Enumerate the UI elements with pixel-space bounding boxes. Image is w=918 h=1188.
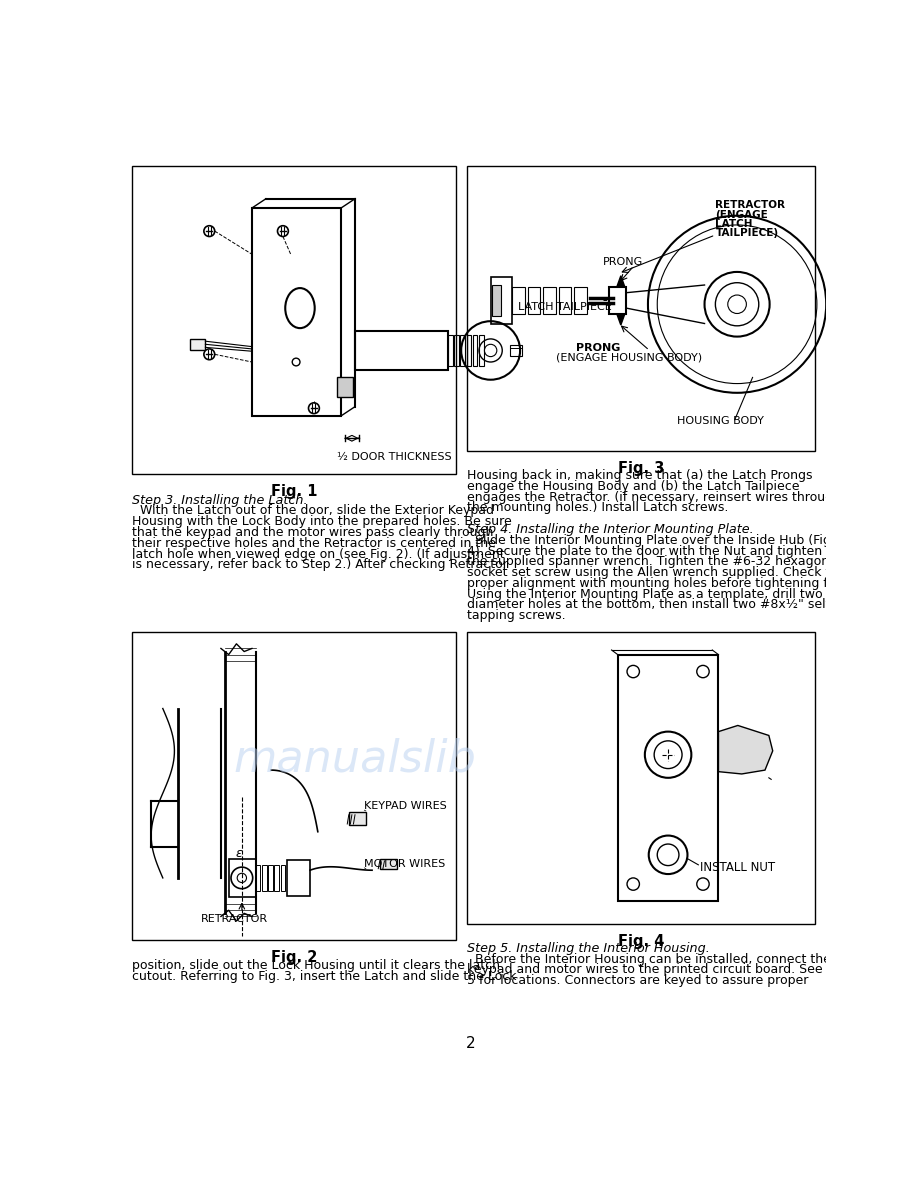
Bar bbox=[512, 286, 525, 315]
Text: LATCH: LATCH bbox=[715, 219, 753, 229]
Text: that the keypad and the motor wires pass clearly through: that the keypad and the motor wires pass… bbox=[132, 526, 493, 539]
Text: cutout. Referring to Fig. 3, insert the Latch and slide the Lock: cutout. Referring to Fig. 3, insert the … bbox=[132, 969, 516, 982]
Bar bbox=[543, 286, 555, 315]
Bar bbox=[510, 345, 521, 356]
Bar bbox=[492, 285, 501, 316]
Bar bbox=[575, 286, 587, 315]
Text: Slide the Interior Mounting Plate over the Inside Hub (Fig.: Slide the Interior Mounting Plate over t… bbox=[467, 533, 835, 546]
Bar bbox=[467, 632, 814, 924]
Text: MOTOR WIRES: MOTOR WIRES bbox=[364, 859, 445, 870]
Bar bbox=[274, 865, 279, 891]
Bar bbox=[132, 632, 455, 940]
Polygon shape bbox=[617, 276, 625, 286]
Bar bbox=[479, 335, 484, 366]
Text: Housing back in, making sure that (a) the Latch Prongs: Housing back in, making sure that (a) th… bbox=[467, 469, 812, 482]
Text: RETRACTOR: RETRACTOR bbox=[715, 201, 786, 210]
Text: ½ DOOR THICKNESS: ½ DOOR THICKNESS bbox=[337, 453, 452, 462]
Text: their respective holes and the Retractor is centered in the: their respective holes and the Retractor… bbox=[132, 537, 496, 550]
Bar bbox=[454, 335, 459, 366]
Text: 2: 2 bbox=[465, 1036, 476, 1050]
Text: HOUSING BODY: HOUSING BODY bbox=[677, 416, 764, 426]
Text: 4). Secure the plate to the door with the Nut and tighten using: 4). Secure the plate to the door with th… bbox=[467, 544, 860, 557]
Bar bbox=[190, 339, 206, 350]
Bar bbox=[380, 859, 397, 870]
Text: PRONG: PRONG bbox=[576, 343, 621, 353]
Text: LATCH TAILPIECE: LATCH TAILPIECE bbox=[518, 302, 611, 312]
Text: Fig. 2: Fig. 2 bbox=[271, 949, 317, 965]
Bar bbox=[559, 286, 571, 315]
Bar bbox=[467, 165, 814, 450]
Text: Before the Interior Housing can be installed, connect the: Before the Interior Housing can be insta… bbox=[467, 953, 832, 966]
Text: With the Latch out of the door, slide the Exterior Keypad: With the Latch out of the door, slide th… bbox=[132, 505, 494, 518]
Bar bbox=[448, 335, 453, 366]
Text: the mounting holes.) Install Latch screws.: the mounting holes.) Install Latch screw… bbox=[467, 501, 729, 514]
Bar bbox=[349, 813, 366, 824]
Text: Step 3. Installing the Latch.: Step 3. Installing the Latch. bbox=[132, 494, 308, 506]
Text: ε: ε bbox=[236, 847, 242, 860]
Text: proper alignment with mounting holes before tightening fully.: proper alignment with mounting holes bef… bbox=[467, 577, 853, 589]
Text: Step 4. Installing the Interior Mounting Plate.: Step 4. Installing the Interior Mounting… bbox=[467, 523, 754, 536]
Text: (ENGAGE: (ENGAGE bbox=[715, 209, 768, 220]
Text: Fig. 1: Fig. 1 bbox=[271, 485, 317, 499]
Text: Fig. 4: Fig. 4 bbox=[618, 934, 664, 949]
Text: RETRACTOR: RETRACTOR bbox=[200, 914, 268, 924]
Text: position, slide out the Lock Housing until it clears the latch: position, slide out the Lock Housing unt… bbox=[132, 959, 499, 972]
Text: keypad and motor wires to the printed circuit board. See Fig.: keypad and motor wires to the printed ci… bbox=[467, 963, 849, 977]
Text: 5 for locations. Connectors are keyed to assure proper: 5 for locations. Connectors are keyed to… bbox=[467, 974, 809, 987]
Bar bbox=[461, 335, 465, 366]
Bar bbox=[132, 165, 455, 474]
Text: latch hole when viewed edge on (see Fig. 2). (If adjustment: latch hole when viewed edge on (see Fig.… bbox=[132, 548, 504, 561]
Bar bbox=[337, 378, 353, 397]
Bar bbox=[256, 865, 261, 891]
Bar bbox=[355, 331, 448, 369]
Text: manualslib: manualslib bbox=[233, 737, 476, 781]
Bar bbox=[466, 335, 471, 366]
Bar bbox=[281, 865, 285, 891]
Bar bbox=[618, 655, 719, 901]
Text: diameter holes at the bottom, then install two #8x½" self-: diameter holes at the bottom, then insta… bbox=[467, 599, 834, 612]
Text: engages the Retractor. (if necessary, reinsert wires through: engages the Retractor. (if necessary, re… bbox=[467, 491, 842, 504]
Bar bbox=[252, 208, 341, 416]
Text: (ENGAGE HOUSING BODY): (ENGAGE HOUSING BODY) bbox=[556, 353, 702, 362]
Text: socket set screw using the Allen wrench supplied. Check for: socket set screw using the Allen wrench … bbox=[467, 565, 843, 579]
Bar bbox=[286, 860, 310, 896]
Text: Fig. 3: Fig. 3 bbox=[618, 461, 664, 476]
Polygon shape bbox=[719, 726, 773, 773]
Text: Using the Interior Mounting Plate as a template, drill two 1⁄8": Using the Interior Mounting Plate as a t… bbox=[467, 588, 851, 601]
Text: Step 5. Installing the Interior Housing.: Step 5. Installing the Interior Housing. bbox=[467, 942, 711, 955]
Bar bbox=[610, 286, 626, 315]
Text: tapping screws.: tapping screws. bbox=[467, 609, 566, 623]
Text: TAILPIECE): TAILPIECE) bbox=[715, 228, 778, 238]
Bar bbox=[229, 859, 256, 897]
Bar bbox=[528, 286, 540, 315]
Text: is necessary, refer back to Step 2.) After checking Retractor: is necessary, refer back to Step 2.) Aft… bbox=[132, 558, 508, 571]
Bar bbox=[490, 277, 512, 323]
Text: INSTALL NUT: INSTALL NUT bbox=[700, 861, 775, 874]
Bar bbox=[473, 335, 477, 366]
Text: the supplied spanner wrench. Tighten the #6-32 hexagon: the supplied spanner wrench. Tighten the… bbox=[467, 555, 830, 568]
Bar bbox=[268, 865, 273, 891]
Text: Housing with the Lock Body into the prepared holes. Be sure: Housing with the Lock Body into the prep… bbox=[132, 516, 511, 529]
Text: PRONG: PRONG bbox=[603, 257, 644, 266]
Text: engage the Housing Body and (b) the Latch Tailpiece: engage the Housing Body and (b) the Latc… bbox=[467, 480, 800, 493]
Bar bbox=[262, 865, 266, 891]
Polygon shape bbox=[617, 315, 625, 326]
Text: KEYPAD WIRES: KEYPAD WIRES bbox=[364, 801, 447, 811]
